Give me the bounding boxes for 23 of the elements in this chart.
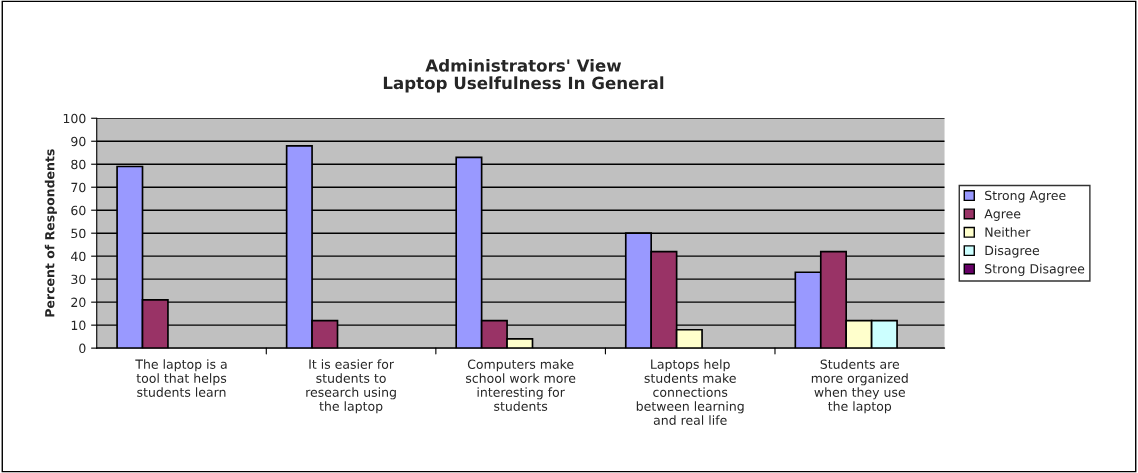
x-tick-label: Laptops help students make connections between learning and real life [636, 359, 744, 425]
legend-label: Disagree [985, 245, 1040, 258]
y-tick-label: 50 [71, 228, 86, 239]
x-tick-label: The laptop is a tool that helps students learn [135, 359, 227, 397]
y-tick-label: 70 [71, 182, 86, 193]
x-tick-label: Computers make school work more interesting for students [465, 359, 576, 411]
x-tick-label: Students are more organized when they use the laptop [811, 359, 908, 414]
y-tick-label: 60 [71, 205, 86, 216]
x-tick-label: It is easier for students to research using the laptop [306, 359, 396, 414]
y-tick-label: 30 [71, 274, 86, 285]
legend-label: Agree [984, 209, 1021, 221]
y-tick-label: 90 [71, 136, 86, 147]
legend-label: Neither [985, 227, 1031, 237]
legend-label: Strong Disagree [985, 263, 1085, 276]
y-tick-label: 100 [63, 113, 86, 124]
y-tick-label: 40 [71, 251, 86, 262]
y-tick-label: 10 [71, 320, 86, 331]
chart-title: Administrators' View Laptop Uselfulness In General [383, 58, 664, 93]
y-tick-label: 0 [79, 343, 86, 354]
legend-label: Strong Agree [985, 190, 1066, 203]
y-axis-title: Percent of Respondents [44, 149, 57, 317]
y-tick-label: 80 [71, 159, 86, 170]
y-tick-label: 20 [71, 297, 86, 308]
